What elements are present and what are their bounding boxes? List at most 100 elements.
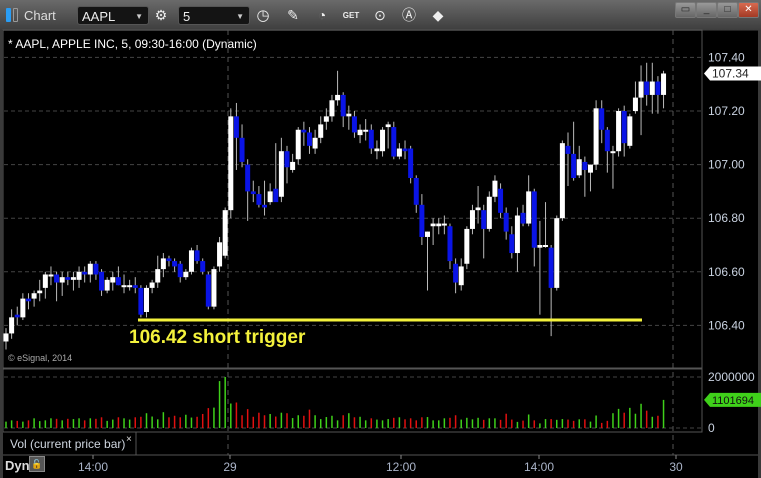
candle-up: [329, 100, 335, 117]
link-bar-icon[interactable]: [6, 8, 11, 22]
candle-up: [188, 250, 194, 272]
candle-down: [531, 191, 537, 248]
candle-down: [250, 191, 256, 195]
candle-down: [402, 148, 408, 152]
candle-down: [172, 261, 178, 267]
candle-up: [31, 293, 37, 299]
candle-up: [70, 277, 76, 280]
candle-down: [200, 261, 206, 272]
price-tick-label: 106.80: [708, 211, 745, 225]
candle-up: [396, 148, 402, 157]
play-icon[interactable]: ⊙: [374, 7, 386, 23]
time-tick-label: 14:00: [524, 460, 554, 474]
minimize-icon[interactable]: _: [696, 2, 717, 18]
candle-up: [514, 215, 520, 254]
candle-up: [149, 282, 155, 288]
candle-down: [99, 271, 105, 291]
candle-up: [610, 151, 616, 154]
eraser-icon[interactable]: ◆: [432, 7, 444, 23]
last-volume-label: 1101694: [712, 395, 754, 407]
volume-legend: Vol (current price bar): [10, 437, 126, 451]
candle-up: [335, 94, 341, 101]
chevron-down-icon[interactable]: ▼: [135, 12, 143, 21]
pencil-icon[interactable]: ✎: [287, 7, 299, 23]
candle-up: [290, 161, 296, 170]
gear-icon[interactable]: ⚙: [154, 7, 168, 23]
candle-up: [295, 129, 301, 160]
candle-up: [312, 137, 318, 149]
close-study-icon[interactable]: ×: [126, 434, 132, 445]
candle-down: [194, 250, 200, 262]
time-tick-label: 29: [223, 460, 237, 474]
price-tick-label: 107.20: [708, 104, 745, 118]
candle-up: [554, 218, 560, 288]
price-tick-label: 107.00: [708, 158, 745, 172]
candle-up: [559, 143, 565, 219]
candle-up: [228, 116, 234, 211]
candle-up: [661, 73, 667, 95]
candle-up: [127, 285, 133, 288]
candle-up: [3, 333, 9, 342]
link-icon[interactable]: ▭: [675, 2, 696, 18]
link-bar-icon-2[interactable]: [13, 8, 18, 22]
alert-icon[interactable]: Ⓐ: [402, 7, 416, 23]
candle-up: [346, 113, 352, 117]
candle-down: [621, 111, 627, 144]
candle-down: [245, 164, 251, 192]
right-border: [758, 30, 761, 478]
candle-down: [177, 263, 183, 278]
clock-icon[interactable]: ◷: [256, 7, 270, 24]
time-tick-label: 30: [669, 460, 683, 474]
candle-up: [593, 108, 599, 165]
candle-down: [132, 285, 138, 288]
candle-down: [498, 188, 504, 213]
candle-down: [503, 212, 509, 232]
candle-up: [537, 245, 543, 248]
study-icon[interactable]: ◔: [317, 7, 327, 23]
candle-down: [166, 258, 172, 262]
last-volume-tag: [704, 392, 761, 407]
candle-down: [655, 81, 661, 95]
candle-down: [93, 263, 99, 275]
chevron-down-icon[interactable]: ▼: [236, 12, 244, 21]
candle-up: [475, 207, 481, 211]
candle-down: [391, 127, 397, 157]
candle-up: [576, 159, 582, 176]
last-price-tag: [704, 66, 761, 81]
candle-down: [582, 161, 588, 170]
candle-down: [25, 298, 31, 302]
candle-up: [543, 245, 549, 247]
get-icon[interactable]: GET: [342, 11, 360, 20]
candle-up: [20, 298, 26, 318]
close-icon[interactable]: ✕: [738, 2, 759, 18]
candle-down: [14, 314, 20, 318]
volume-tick-label: 2000000: [708, 370, 755, 384]
candle-down: [115, 277, 121, 286]
maximize-icon[interactable]: □: [717, 2, 738, 18]
candle-down: [447, 226, 453, 262]
candle-up: [464, 228, 470, 264]
candle-down: [284, 151, 290, 168]
candle-up: [42, 274, 48, 288]
candle-up: [380, 129, 386, 152]
candle-up: [37, 290, 43, 294]
candle-up: [144, 287, 149, 312]
candle-up: [155, 269, 161, 283]
candle-down: [520, 212, 526, 224]
candle-down: [256, 194, 262, 205]
candle-down: [604, 129, 610, 152]
lock-icon[interactable]: 🔓: [29, 456, 45, 472]
symbol-input[interactable]: AAPL ▼: [77, 6, 149, 25]
candle-up: [425, 231, 430, 237]
candle-up: [638, 81, 644, 98]
candle-down: [548, 247, 554, 288]
dyn-label[interactable]: Dyn: [5, 458, 30, 473]
candle-up: [211, 269, 217, 307]
price-tick-label: 106.60: [708, 265, 745, 279]
candle-down: [82, 271, 88, 275]
candle-up: [616, 111, 622, 152]
candle-down: [239, 137, 245, 162]
interval-input[interactable]: 5 ▼: [178, 6, 250, 25]
